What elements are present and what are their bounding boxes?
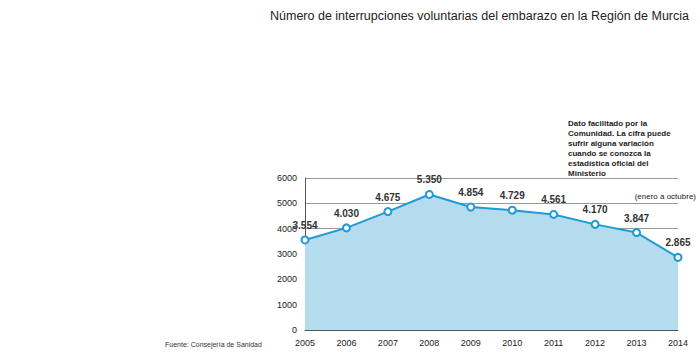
svg-text:4.854: 4.854 xyxy=(458,187,483,198)
svg-text:2005: 2005 xyxy=(295,338,315,348)
svg-text:2010: 2010 xyxy=(502,338,522,348)
svg-text:Dato facilitado por la: Dato facilitado por la xyxy=(568,119,649,128)
svg-text:2008: 2008 xyxy=(419,338,439,348)
svg-text:2009: 2009 xyxy=(461,338,481,348)
svg-text:2011: 2011 xyxy=(544,338,563,348)
svg-text:3.847: 3.847 xyxy=(624,213,649,224)
svg-text:4.675: 4.675 xyxy=(375,192,400,203)
svg-text:Ministerio: Ministerio xyxy=(568,169,606,178)
svg-text:2012: 2012 xyxy=(585,338,605,348)
svg-text:4.561: 4.561 xyxy=(541,194,566,205)
svg-text:2006: 2006 xyxy=(336,338,356,348)
svg-text:5000: 5000 xyxy=(277,198,297,208)
svg-text:6000: 6000 xyxy=(277,173,297,183)
svg-text:2013: 2013 xyxy=(627,338,647,348)
svg-text:3000: 3000 xyxy=(277,249,297,259)
svg-text:cuando se conozca la: cuando se conozca la xyxy=(568,149,653,158)
svg-text:4.030: 4.030 xyxy=(334,208,359,219)
svg-text:2000: 2000 xyxy=(277,274,297,284)
svg-text:5.350: 5.350 xyxy=(417,174,442,185)
svg-text:4000: 4000 xyxy=(277,223,297,234)
svg-text:4.170: 4.170 xyxy=(583,204,608,215)
svg-text:2014: 2014 xyxy=(668,338,688,348)
svg-text:2007: 2007 xyxy=(378,338,398,348)
svg-text:4.729: 4.729 xyxy=(500,190,525,201)
svg-text:0: 0 xyxy=(292,325,297,335)
svg-text:Comunidad. La cifra puede: Comunidad. La cifra puede xyxy=(568,129,673,138)
svg-text:Fuente: Consejería de Sanidad: Fuente: Consejería de Sanidad xyxy=(165,341,262,349)
svg-text:1000: 1000 xyxy=(277,300,297,310)
svg-text:estadística oficial del: estadística oficial del xyxy=(568,159,651,168)
svg-text:(enero a octubre): (enero a octubre) xyxy=(635,192,697,201)
svg-text:3.554: 3.554 xyxy=(292,220,317,231)
svg-text:sufrir alguna variación: sufrir alguna variación xyxy=(568,139,656,148)
svg-text:Número de interrupciones volun: Número de interrupciones voluntarias del… xyxy=(270,9,689,23)
svg-text:2.865: 2.865 xyxy=(665,237,690,248)
